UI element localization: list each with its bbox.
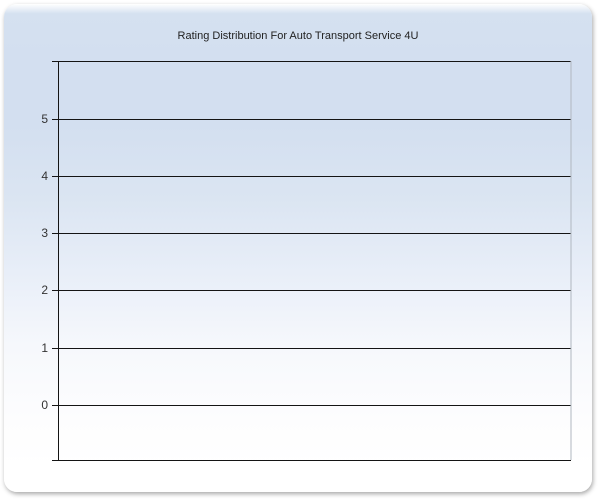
svg-text:2: 2 xyxy=(41,283,48,297)
svg-text:5: 5 xyxy=(41,112,48,126)
svg-text:0: 0 xyxy=(41,398,48,412)
svg-text:3: 3 xyxy=(41,226,48,240)
svg-text:4: 4 xyxy=(41,169,48,183)
svg-text:1: 1 xyxy=(41,341,48,355)
